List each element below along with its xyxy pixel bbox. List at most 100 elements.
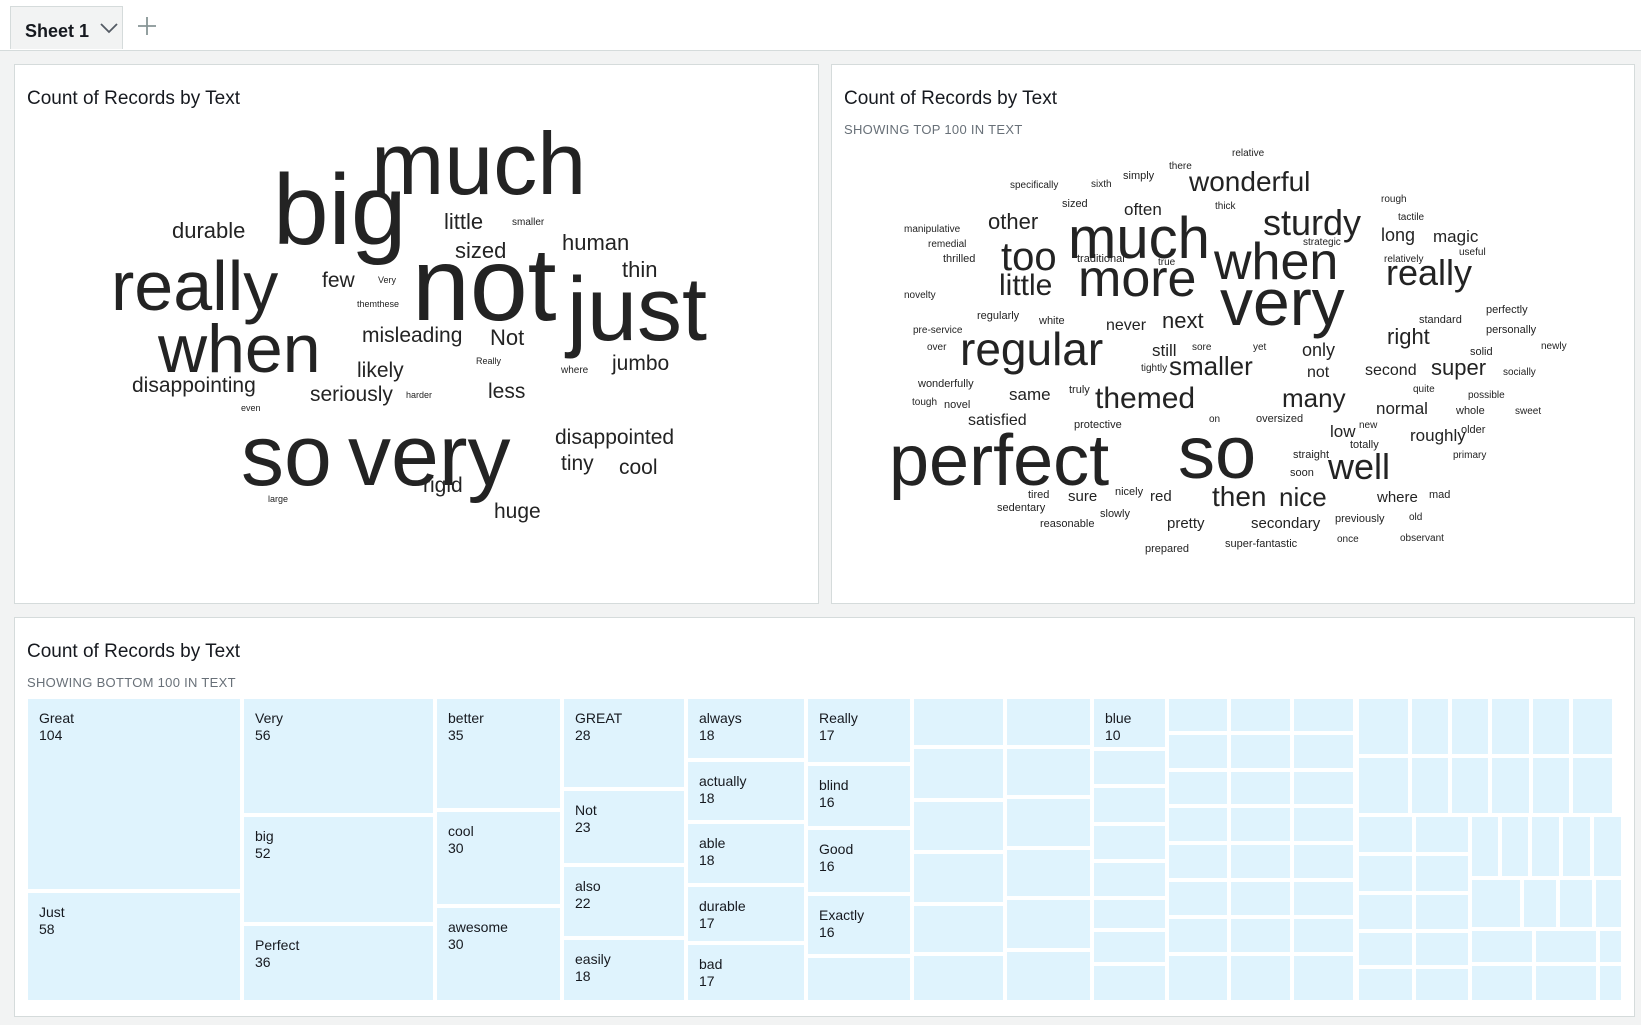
cloud-word[interactable]: sturdy [1263, 202, 1361, 243]
cloud-word[interactable]: themed [1095, 382, 1195, 415]
cloud-word[interactable]: once [1337, 534, 1359, 545]
treemap-cell[interactable] [1169, 882, 1227, 915]
treemap-cell[interactable] [1359, 969, 1412, 1000]
treemap-cell[interactable] [1600, 966, 1621, 1000]
treemap-cell[interactable] [1007, 952, 1090, 1000]
cloud-word[interactable]: little [444, 209, 483, 234]
cloud-word[interactable]: possible [1468, 390, 1505, 401]
treemap-cell[interactable] [1563, 817, 1590, 876]
cloud-word[interactable]: roughly [1410, 426, 1466, 445]
cloud-word[interactable]: remedial [928, 239, 966, 250]
cloud-word[interactable]: really [1386, 252, 1472, 293]
treemap-cell[interactable]: Great 104 [28, 699, 240, 889]
cloud-word[interactable]: smaller [512, 217, 545, 228]
cloud-word[interactable]: primary [1453, 450, 1486, 461]
treemap-cell[interactable] [1294, 845, 1353, 878]
treemap-cell[interactable] [1169, 808, 1227, 841]
treemap-cell[interactable] [1169, 956, 1227, 1000]
treemap-cell[interactable] [1416, 933, 1468, 965]
treemap-cell[interactable] [1169, 772, 1227, 804]
cloud-word[interactable]: durable [172, 218, 245, 243]
cloud-word[interactable]: less [488, 380, 525, 403]
cloud-word[interactable]: nice [1279, 482, 1327, 512]
treemap-cell[interactable] [1359, 699, 1408, 754]
treemap-cell[interactable]: always 18 [688, 699, 804, 758]
cloud-word[interactable]: misleading [362, 324, 462, 347]
treemap-cell[interactable] [1416, 969, 1468, 1000]
cloud-word[interactable]: thin [622, 257, 657, 282]
cloud-word[interactable]: wonderful [1188, 166, 1310, 197]
treemap-cell[interactable]: GREAT 28 [564, 699, 684, 787]
cloud-word[interactable]: large [268, 494, 288, 504]
cloud-word[interactable]: sixth [1091, 179, 1112, 190]
cloud-word[interactable]: nicely [1115, 486, 1144, 498]
cloud-word[interactable]: thick [1215, 201, 1237, 212]
cloud-word[interactable]: regularly [977, 310, 1020, 322]
cloud-word[interactable]: then [1212, 481, 1267, 512]
cloud-word[interactable]: many [1282, 383, 1346, 413]
cloud-word[interactable]: just [564, 260, 707, 360]
treemap-cell[interactable]: Really 17 [808, 699, 910, 762]
treemap-cell[interactable]: also 22 [564, 867, 684, 936]
cloud-word[interactable]: slowly [1100, 508, 1130, 520]
treemap-cell[interactable] [1294, 772, 1353, 804]
cloud-word[interactable]: observant [1400, 533, 1444, 544]
cloud-word[interactable]: where [560, 365, 589, 376]
treemap-cell[interactable] [1594, 817, 1621, 876]
cloud-word[interactable]: where [1376, 489, 1418, 506]
cloud-word[interactable]: strategic [1303, 237, 1341, 248]
treemap-cell[interactable] [1472, 880, 1520, 927]
treemap-cell[interactable]: Just 58 [28, 893, 240, 1000]
treemap-cell[interactable] [1536, 931, 1596, 962]
treemap-cell[interactable] [1359, 758, 1408, 813]
cloud-word[interactable]: tough [912, 397, 937, 408]
cloud-word[interactable]: so [241, 408, 332, 504]
treemap-cell[interactable] [1533, 758, 1569, 813]
word-cloud-panel-2[interactable]: Count of Records by Text SHOWING TOP 100… [831, 64, 1635, 604]
treemap-cell[interactable]: able 18 [688, 824, 804, 883]
cloud-word[interactable]: Very [378, 275, 397, 285]
cloud-word[interactable]: jumbo [611, 352, 669, 375]
treemap-cell[interactable] [1359, 895, 1412, 929]
cloud-word[interactable]: yet [1253, 342, 1267, 353]
treemap-cell[interactable]: Very 56 [244, 699, 433, 813]
cloud-word[interactable]: reasonable [1040, 518, 1094, 530]
treemap-cell[interactable] [1502, 817, 1528, 876]
cloud-word[interactable]: regular [960, 323, 1103, 375]
cloud-word[interactable]: true [1158, 257, 1176, 268]
treemap-cell[interactable] [1094, 863, 1165, 896]
cloud-word[interactable]: straight [1293, 449, 1329, 461]
treemap-cell[interactable]: blue 10 [1094, 699, 1165, 747]
treemap-cell[interactable] [1573, 699, 1612, 754]
cloud-word[interactable]: super-fantastic [1225, 538, 1298, 550]
cloud-word[interactable]: novelty [904, 290, 936, 301]
treemap-cell[interactable] [1452, 758, 1488, 813]
cloud-word[interactable]: harder [406, 390, 432, 400]
cloud-word[interactable]: long [1381, 225, 1415, 245]
treemap-cell[interactable] [1359, 933, 1412, 965]
cloud-word[interactable]: well [1327, 446, 1390, 487]
treemap-cell[interactable] [1007, 749, 1090, 795]
cloud-word[interactable]: so [1178, 411, 1256, 494]
treemap-cell[interactable] [1533, 699, 1569, 754]
treemap-cell[interactable] [1169, 699, 1227, 731]
treemap-cell[interactable] [1007, 799, 1090, 846]
cloud-word[interactable]: sized [455, 238, 506, 263]
cloud-word[interactable]: white [1038, 315, 1065, 327]
treemap-cell[interactable] [1560, 880, 1592, 927]
treemap-cell[interactable] [1231, 699, 1290, 731]
cloud-word[interactable]: protective [1074, 419, 1122, 431]
cloud-word[interactable]: sweet [1515, 406, 1541, 417]
cloud-word[interactable]: not [1307, 364, 1330, 381]
cloud-word[interactable]: soon [1290, 467, 1314, 479]
cloud-word[interactable]: second [1365, 362, 1417, 379]
cloud-word[interactable]: perfectly [1486, 304, 1528, 316]
cloud-word[interactable]: socially [1503, 367, 1536, 378]
treemap-cell[interactable]: big 52 [244, 817, 433, 922]
treemap-cell[interactable]: Not 23 [564, 791, 684, 863]
word-cloud-panel-1[interactable]: Count of Records by Text much big really… [14, 64, 819, 604]
add-sheet-plus-icon[interactable] [137, 16, 157, 36]
cloud-word[interactable]: human [562, 230, 629, 255]
cloud-word[interactable]: secondary [1251, 515, 1321, 532]
treemap-cell[interactable] [1169, 735, 1227, 768]
